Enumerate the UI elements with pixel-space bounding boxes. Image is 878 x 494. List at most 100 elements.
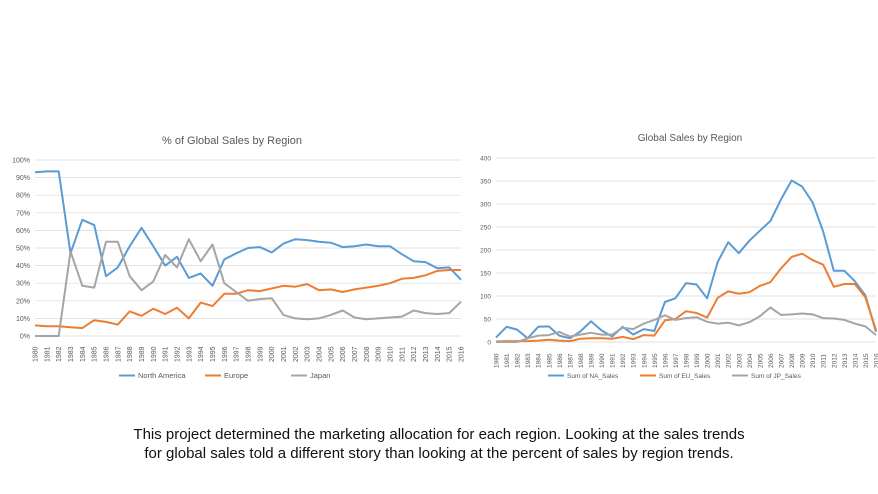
x-tick-label: 2009 <box>800 353 807 368</box>
x-tick-label: 2011 <box>399 347 406 362</box>
x-tick-label: 2014 <box>852 353 859 368</box>
x-tick-label: 1997 <box>234 346 241 362</box>
x-tick-label: 2007 <box>779 353 786 368</box>
x-tick-label: 1994 <box>198 346 205 362</box>
y-tick-label: 80% <box>16 193 30 200</box>
x-tick-label: 2005 <box>328 346 335 362</box>
x-tick-label: 2011 <box>821 354 828 368</box>
x-tick-label: 2004 <box>317 346 324 362</box>
x-tick-label: 2008 <box>364 346 371 362</box>
x-tick-label: 1996 <box>662 353 669 368</box>
x-tick-label: 2010 <box>388 346 395 362</box>
x-tick-label: 1994 <box>641 353 648 368</box>
x-tick-label: 1981 <box>44 346 51 362</box>
x-tick-label: 1993 <box>631 353 638 368</box>
x-tick-label: 1980 <box>494 353 501 368</box>
x-tick-label: 2012 <box>411 346 418 362</box>
x-tick-label: 1989 <box>589 353 596 368</box>
legend-label: Sum of EU_Sales <box>659 373 711 380</box>
x-tick-label: 2001 <box>715 353 722 368</box>
x-tick-label: 1986 <box>557 353 564 368</box>
x-tick-label: 2012 <box>831 353 838 368</box>
y-tick-label: 50 <box>484 317 492 324</box>
x-tick-label: 1999 <box>257 346 264 362</box>
series-line-japan <box>35 238 462 337</box>
x-tick-label: 1992 <box>620 353 627 368</box>
y-tick-label: 150 <box>480 271 491 278</box>
y-tick-label: 90% <box>16 175 30 182</box>
x-tick-label: 1987 <box>115 346 122 362</box>
x-tick-label: 2003 <box>305 346 312 362</box>
x-tick-label: 1986 <box>104 346 111 362</box>
y-tick-label: 30% <box>16 281 30 288</box>
global-sales-chart: Global Sales by Region 0 50 100 150 200 250 30… <box>480 133 878 380</box>
x-tick-label: 1992 <box>175 346 182 362</box>
x-tick-label: 1984 <box>80 346 87 362</box>
x-tick-label: 2008 <box>789 353 796 368</box>
x-tick-label: 2004 <box>747 353 754 368</box>
x-tick-label: 2015 <box>863 353 870 368</box>
x-tick-label: 2015 <box>447 346 454 362</box>
x-tick-label: 2016 <box>459 346 466 362</box>
x-tick-label: 1991 <box>610 353 617 368</box>
chart-title: % of Global Sales by Region <box>162 135 302 147</box>
x-tick-label: 1988 <box>578 353 585 368</box>
x-tick-label: 2002 <box>293 346 300 362</box>
x-tick-label: 2000 <box>269 346 276 362</box>
legend-label: Sum of NA_Sales <box>567 373 619 380</box>
x-tick-label: 2000 <box>705 353 712 368</box>
x-tick-label: 1993 <box>186 346 193 362</box>
x-tick-label: 2002 <box>726 353 733 368</box>
legend-label: Japan <box>310 371 330 380</box>
y-tick-label: 0% <box>20 334 30 341</box>
x-tick-label: 2010 <box>810 353 817 368</box>
x-tick-label: 1984 <box>536 353 543 368</box>
legend-label: North America <box>138 371 186 380</box>
x-tick-label: 1980 <box>33 346 40 362</box>
x-tick-label: 1982 <box>515 353 522 368</box>
x-tick-label: 2006 <box>768 353 775 368</box>
caption-line-2: for global sales told a different story … <box>144 445 734 462</box>
x-tick-label: 1991 <box>163 346 170 362</box>
x-tick-label: 1990 <box>151 346 158 362</box>
x-tick-label: 1987 <box>567 353 574 368</box>
x-tick-label: 2013 <box>423 346 430 362</box>
chart-title: Global Sales by Region <box>638 133 743 144</box>
x-tick-label: 1985 <box>546 353 553 368</box>
y-tick-label: 70% <box>16 210 30 217</box>
y-tick-label: 50% <box>16 246 30 253</box>
series-line-sum-of-jp-sales <box>496 306 877 343</box>
x-tick-label: 2006 <box>340 346 347 362</box>
y-tick-label: 60% <box>16 228 30 235</box>
y-tick-label: 200 <box>480 248 491 255</box>
series-line-europe <box>34 269 461 330</box>
x-tick-label: 2014 <box>435 346 442 362</box>
y-tick-label: 300 <box>480 202 491 209</box>
x-tick-label: 1995 <box>652 353 659 368</box>
y-tick-label: 0 <box>487 340 491 347</box>
x-tick-label: 1990 <box>599 353 606 368</box>
x-tick-label: 1998 <box>684 353 691 368</box>
series-line-north-america <box>34 170 462 287</box>
y-tick-label: 10% <box>16 316 30 323</box>
caption-line-1: This project determined the marketing al… <box>133 426 745 443</box>
x-tick-label: 2007 <box>352 346 359 362</box>
x-tick-label: 1988 <box>127 346 134 362</box>
x-tick-label: 1998 <box>246 346 253 362</box>
caption: This project determined the marketing al… <box>60 425 818 463</box>
x-tick-label: 1995 <box>210 346 217 362</box>
x-tick-label: 1999 <box>694 353 701 368</box>
x-tick-label: 2016 <box>874 353 878 368</box>
series-line-sum-of-eu-sales <box>495 252 877 343</box>
x-tick-label: 1983 <box>525 353 532 368</box>
x-tick-label: 1996 <box>222 346 229 362</box>
x-tick-label: 2005 <box>757 353 764 368</box>
x-tick-label: 2001 <box>281 346 288 362</box>
x-tick-label: 1982 <box>56 346 63 362</box>
y-tick-label: 100% <box>12 158 30 165</box>
legend-label: Sum of JP_Sales <box>751 373 802 380</box>
legend-label: Europe <box>224 371 248 380</box>
y-tick-label: 40% <box>16 263 30 270</box>
x-tick-label: 2003 <box>736 353 743 368</box>
